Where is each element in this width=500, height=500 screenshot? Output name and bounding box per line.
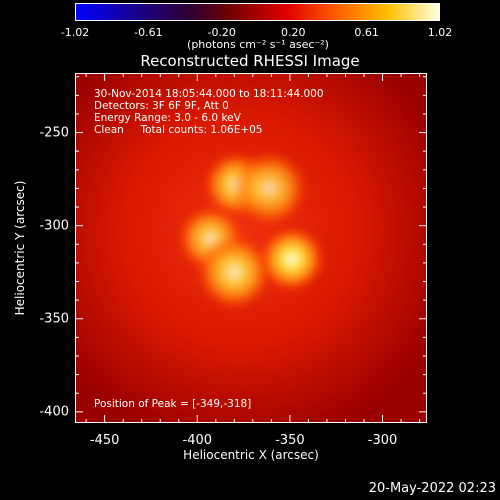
y-axis-label: Heliocentric Y (arcsec)	[13, 180, 27, 316]
timestamp: 20-May-2022 02:23	[368, 481, 496, 496]
image-title: Reconstructed RHESSI Image	[140, 52, 360, 70]
x-tick-label: -300	[367, 433, 398, 448]
emission-source	[258, 225, 326, 293]
x-tick-label: -400	[182, 433, 213, 448]
emission-source	[195, 233, 273, 311]
colorbar-tick-label: -0.20	[207, 26, 236, 39]
detectors-label: Detectors: 3F 6F 9F, Att 0	[94, 100, 229, 112]
time-range-label: 30-Nov-2014 18:05:44.000 to 18:11:44.000	[94, 88, 324, 100]
y-tick-label: -350	[39, 311, 69, 327]
sources	[176, 149, 326, 311]
peak-position-label: Position of Peak = [-349,-318]	[94, 398, 252, 410]
colorbar-tick-label: 1.02	[427, 26, 453, 39]
x-axis-label: Heliocentric X (arcsec)	[183, 448, 319, 462]
plot-frame	[75, 73, 427, 423]
clean-counts-label: Clean Total counts: 1.06E+05	[94, 124, 263, 136]
rhessi-image	[75, 73, 427, 423]
colorbar-unit: (photons cm⁻² s⁻¹ asec⁻²)	[187, 38, 329, 51]
energy-range-label: Energy Range: 3.0 - 6.0 keV	[94, 112, 241, 124]
colorbar-tick-label: -0.61	[134, 26, 163, 39]
colorbar-tick-label: -1.02	[60, 26, 90, 39]
emission-source	[230, 149, 309, 227]
colorbar-tick-label: 0.20	[281, 26, 306, 39]
y-tick-label: -300	[39, 218, 69, 234]
y-tick-label: -400	[39, 404, 69, 420]
x-tick-label: -450	[89, 433, 120, 448]
x-tick-label: -350	[275, 433, 305, 448]
colorbar	[75, 3, 440, 21]
y-tick-label: -250	[39, 125, 69, 141]
axis-ticks	[75, 73, 427, 423]
colorbar-tick-label: 0.61	[354, 26, 379, 39]
